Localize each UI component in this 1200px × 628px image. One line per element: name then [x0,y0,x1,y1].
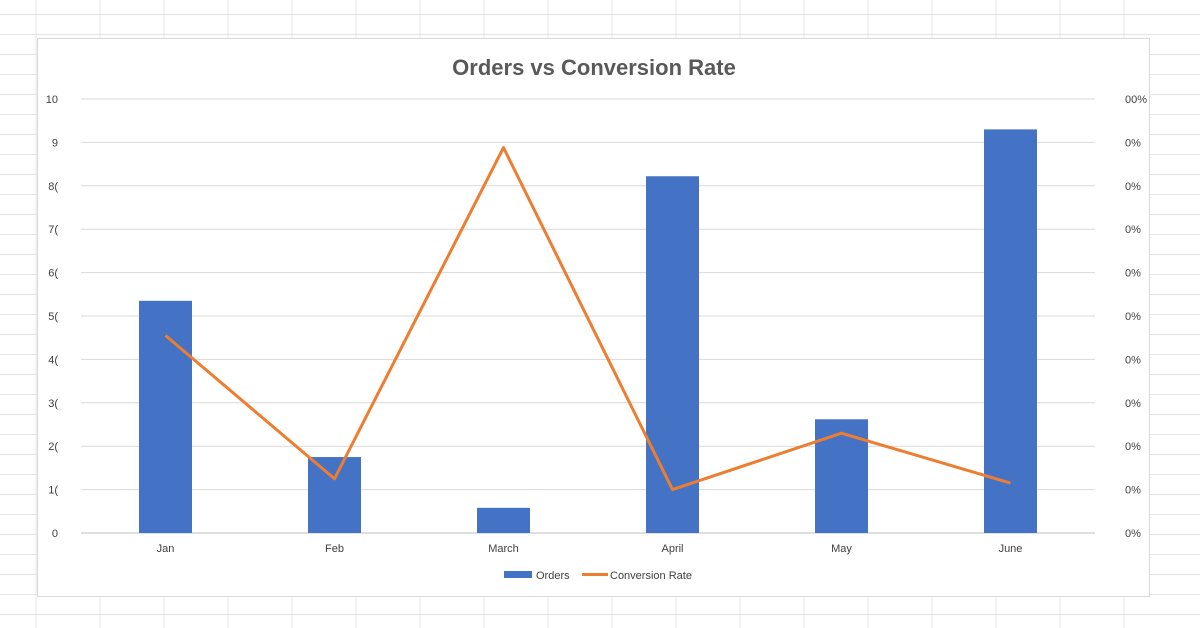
category-label: June [999,543,1023,555]
right-tick-label: 0% [1125,311,1141,323]
conversion-line [164,146,1011,492]
chart-title: Orders vs Conversion Rate [452,55,736,80]
legend: Orders Conversion Rate [504,570,692,582]
right-tick-label: 0% [1125,528,1141,540]
orders-bar [308,457,361,533]
orders-bars [139,129,1037,533]
left-tick-label: 6( [48,268,58,280]
left-tick-label: 3( [48,398,58,410]
left-tick-label: 0 [52,528,58,540]
right-tick-label: 0% [1125,268,1141,280]
orders-bar [139,300,192,533]
right-tick-label: 0% [1125,398,1141,410]
legend-label-orders: Orders [536,570,570,582]
right-tick-label: 0% [1125,485,1141,497]
right-tick-label: 0% [1125,441,1141,453]
category-labels: Jan Feb March April May June [157,543,1023,555]
left-tick-label: 5( [48,311,58,323]
chart-area[interactable]: 0 1(2(3(4(5(6(7(8(9 10 0% 0% 0% 0% 0% 0% 0% 0% 0% 0… [37,38,1150,597]
category-label: Feb [325,543,344,555]
orders-bar [984,129,1037,533]
orders-bar [477,507,530,533]
right-tick-label: 0% [1125,137,1141,149]
category-label: April [661,543,683,555]
legend-label-conversion-rate: Conversion Rate [610,570,692,582]
left-tick-label: 4( [48,354,58,366]
left-tick-label: 1( [48,485,58,497]
right-tick-label: 0% [1125,354,1141,366]
left-tick-label: 8( [48,181,58,193]
right-tick-label: 0% [1125,224,1141,236]
legend-swatch-orders [504,571,532,578]
orders-bar [815,419,868,533]
conversion-rate-line [164,146,1011,492]
left-tick-label: 10 [46,94,58,106]
left-tick-label: 7( [48,224,58,236]
category-label: March [488,543,519,555]
category-label: Jan [157,543,175,555]
left-axis-ticks: 0 1( 2( 3( 4( 5( 6( 7( 8( 9 10 [46,94,59,540]
right-tick-label: 00% [1125,94,1147,106]
left-tick-label: 9 [52,137,58,149]
orders-bar [646,176,699,533]
category-label: May [831,543,852,555]
left-tick-label: 2( [48,441,58,453]
right-axis-ticks: 0% 0% 0% 0% 0% 0% 0% 0% 0% 0% 00% [1125,94,1147,540]
chart-plot: 01(2(3(4(5(6(7(8(910 0%0%0%0%0%0%0%0%0%0… [46,55,1147,582]
gridlines [81,98,1095,534]
right-tick-label: 0% [1125,181,1141,193]
